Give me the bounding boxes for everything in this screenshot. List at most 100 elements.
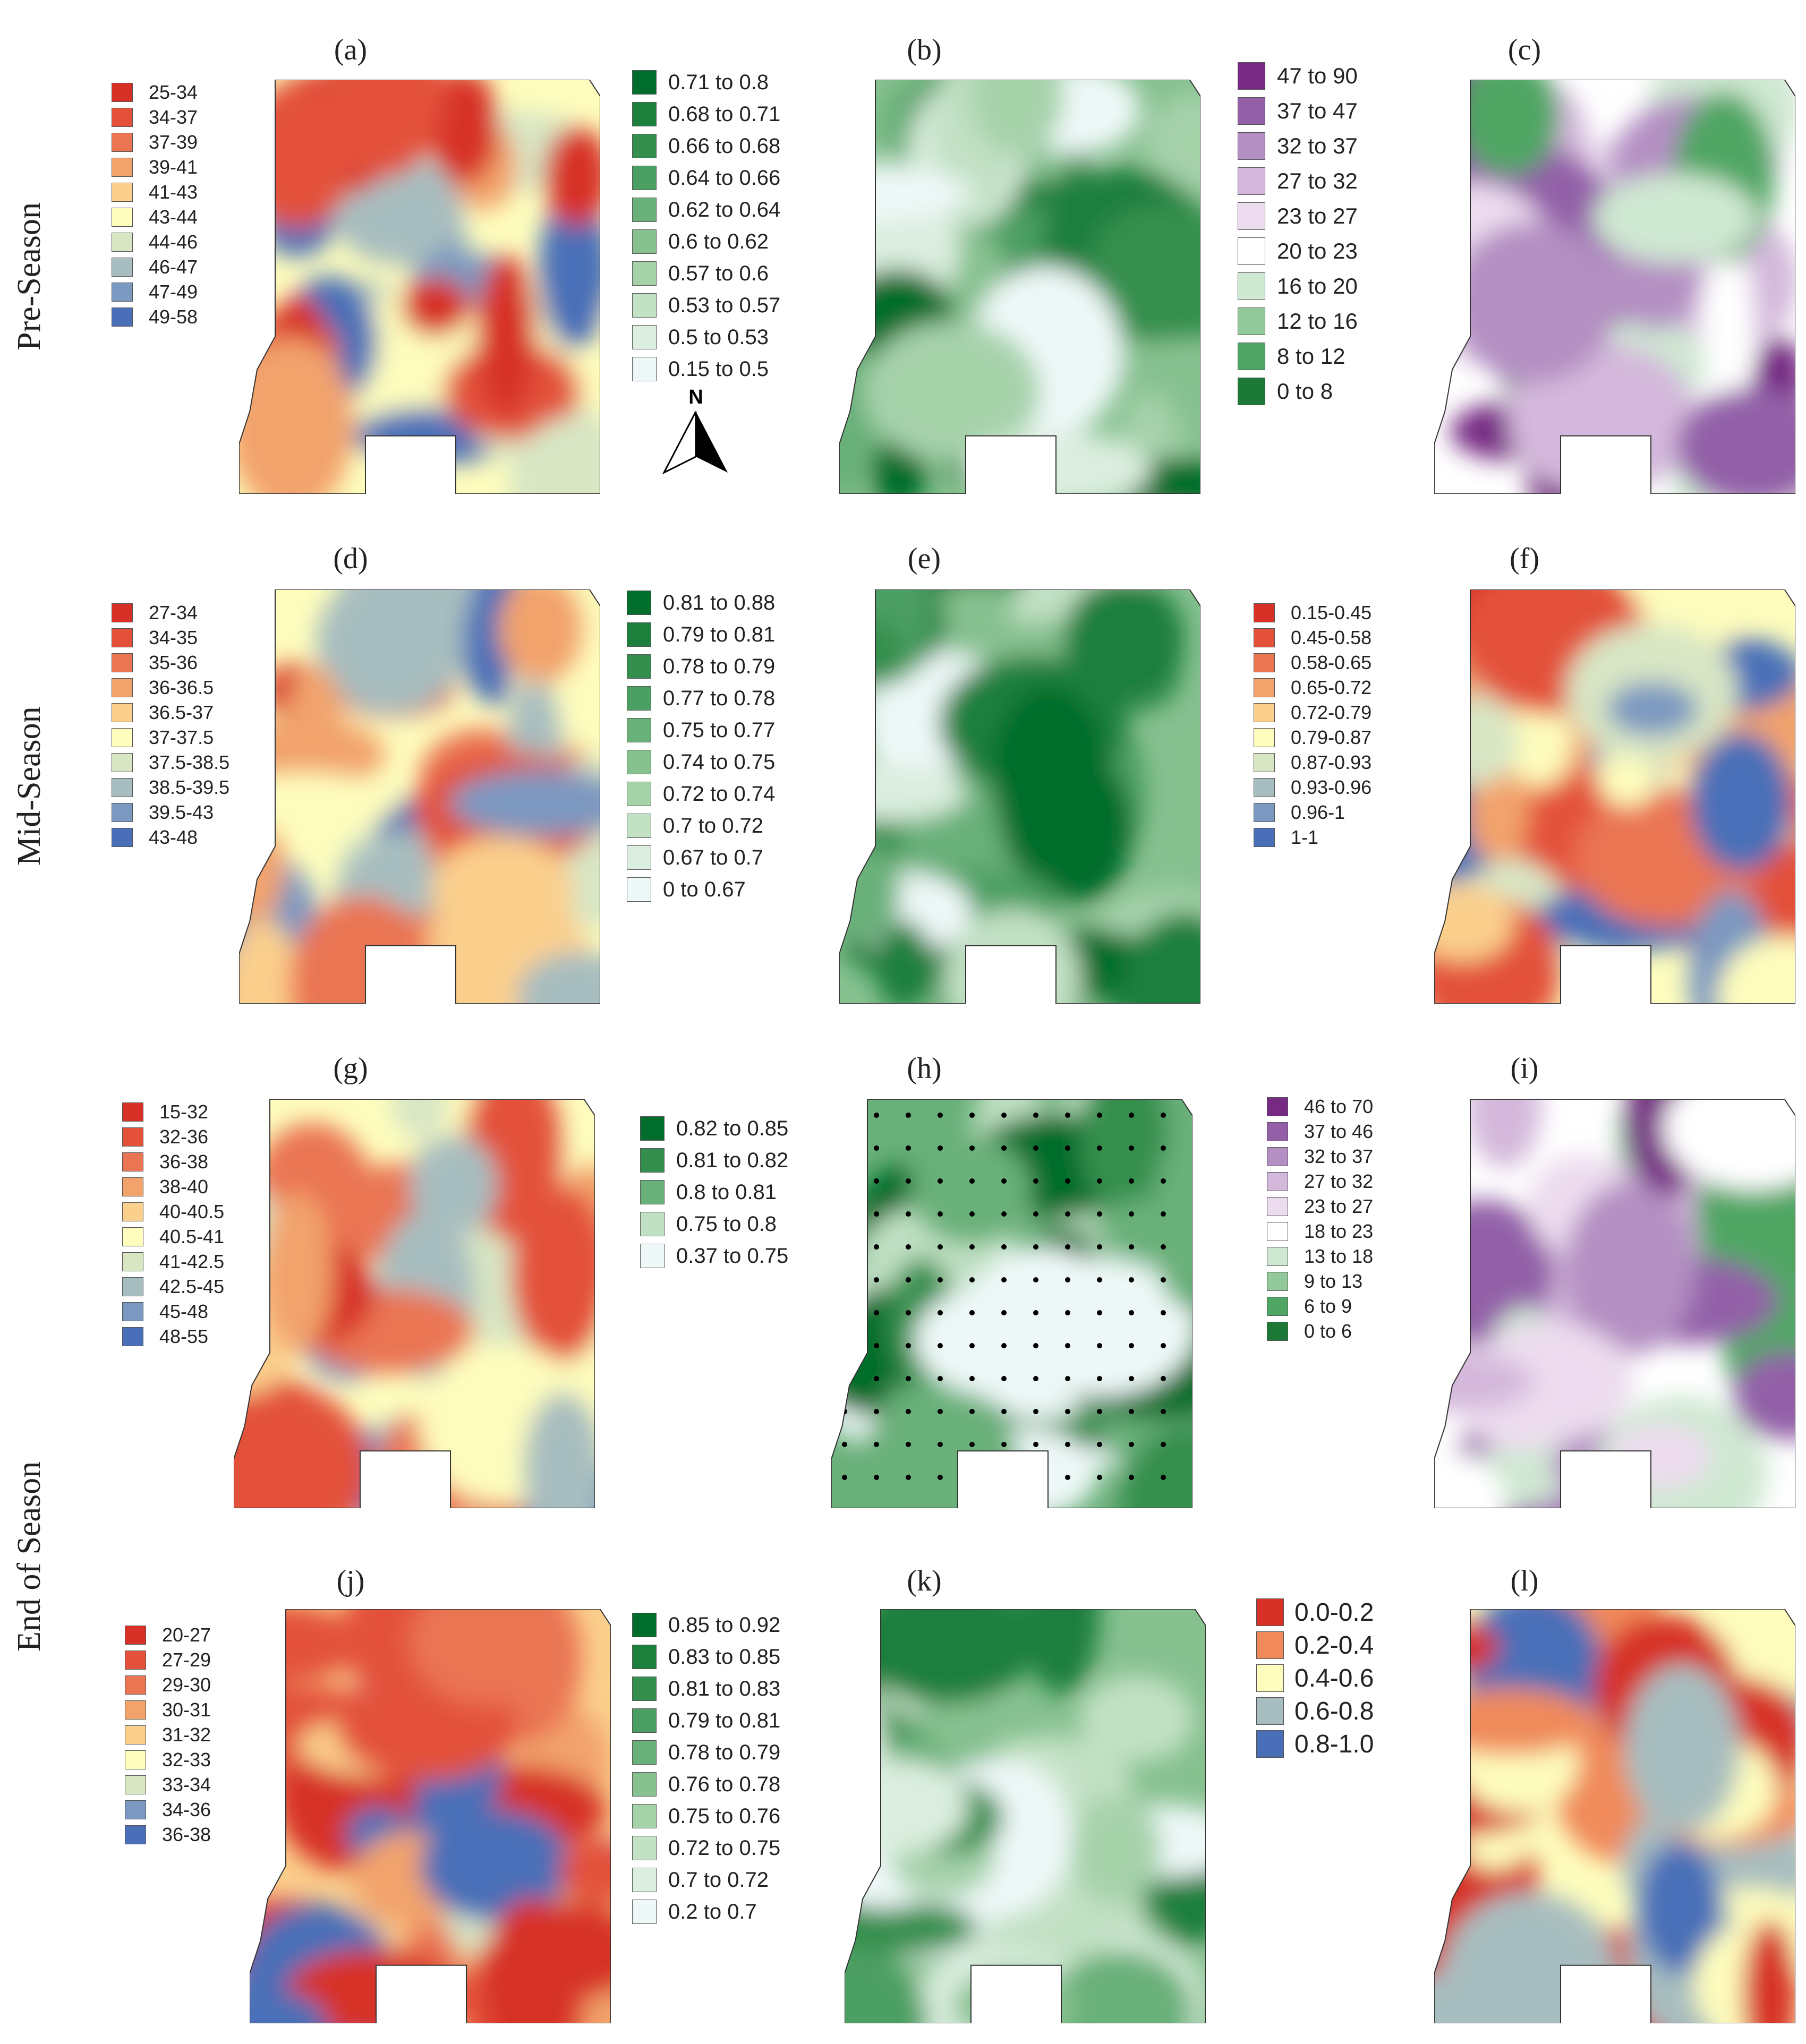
legend-j: 20-27 27-29 29-30 30-31 31-32 32-33 33-34 34-36…	[125, 1622, 211, 1847]
legend-item: 0.85 to 0.92	[632, 1609, 780, 1641]
legend-swatch	[627, 782, 651, 806]
legend-swatch	[1238, 237, 1265, 265]
legend-swatch	[112, 603, 133, 622]
legend-swatch	[1238, 272, 1265, 300]
legend-item: 48-55	[122, 1324, 224, 1349]
legend-swatch	[627, 877, 651, 902]
legend-item: 31-32	[125, 1722, 211, 1747]
legend-label: 37-37.5	[149, 726, 214, 748]
legend-item: 0.37 to 0.75	[640, 1240, 788, 1272]
row-label-pre-season: Pre-Season	[11, 202, 47, 350]
legend-swatch	[632, 166, 657, 190]
legend-swatch	[112, 307, 133, 327]
legend-label: 0.81 to 0.83	[668, 1677, 781, 1700]
legend-label: 0.65-0.72	[1291, 676, 1372, 698]
legend-item: 34-37	[112, 105, 198, 130]
legend-item: 0.57 to 0.6	[632, 258, 780, 289]
legend-item: 0.65-0.72	[1254, 675, 1371, 700]
legend-item: 15-32	[122, 1099, 224, 1124]
legend-item: 0.82 to 0.85	[640, 1113, 788, 1144]
legend-swatch	[632, 293, 657, 318]
panel-label-c: (c)	[1507, 33, 1541, 66]
panel-label-h: (h)	[907, 1052, 942, 1085]
legend-swatch	[125, 1725, 146, 1744]
legend-label: 0.6 to 0.62	[668, 229, 769, 253]
legend-label: 37 to 47	[1277, 98, 1358, 123]
legend-swatch	[112, 653, 133, 672]
legend-label: 0.83 to 0.85	[668, 1645, 781, 1669]
legend-label: 0 to 0.67	[663, 877, 746, 901]
legend-label: 38.5-39.5	[149, 776, 230, 798]
legend-item: 0.76 to 0.78	[632, 1768, 780, 1800]
legend-swatch	[632, 102, 657, 126]
legend-swatch	[112, 752, 133, 772]
legend-label: 9 to 13	[1304, 1270, 1363, 1292]
legend-item: 0.81 to 0.88	[627, 587, 775, 619]
field-map-g	[234, 1099, 595, 1508]
legend-label: 0 to 6	[1304, 1320, 1352, 1342]
legend-item: 0.8 to 0.81	[640, 1176, 788, 1208]
legend-label: 47-49	[149, 280, 198, 303]
legend-item: 0.7 to 0.72	[627, 810, 775, 842]
legend-label: 48-55	[159, 1325, 209, 1347]
legend-item: 34-35	[112, 625, 229, 650]
legend-item: 38.5-39.5	[112, 775, 229, 800]
legend-item: 0.2 to 0.7	[632, 1896, 780, 1928]
legend-label: 0.62 to 0.64	[668, 198, 781, 221]
legend-item: 20 to 23	[1238, 234, 1358, 269]
legend-item: 42.5-45	[122, 1274, 224, 1299]
legend-label: 43-48	[149, 826, 198, 848]
legend-label: 0.37 to 0.75	[676, 1244, 789, 1268]
legend-label: 0.85 to 0.92	[668, 1613, 781, 1637]
legend-label: 0.6-0.8	[1294, 1697, 1374, 1725]
legend-swatch	[122, 1177, 143, 1196]
legend-label: 0.53 to 0.57	[668, 293, 781, 317]
legend-label: 23 to 27	[1277, 203, 1358, 228]
legend-label: 27-34	[149, 601, 198, 623]
legend-item: 0.75 to 0.8	[640, 1208, 788, 1240]
legend-item: 0.75 to 0.76	[632, 1800, 780, 1832]
legend-label: 0.57 to 0.6	[668, 261, 769, 285]
legend-swatch	[1254, 802, 1275, 822]
legend-item: 36-36.5	[112, 675, 229, 700]
legend-item: 0.79 to 0.81	[632, 1705, 780, 1737]
legend-item: 0.72 to 0.74	[627, 778, 775, 810]
legend-label: 33-34	[162, 1773, 211, 1795]
legend-i: 46 to 70 37 to 46 32 to 37 27 to 32 23 to 27…	[1267, 1094, 1373, 1344]
legend-item: 40-40.5	[122, 1199, 224, 1224]
legend-swatch	[640, 1180, 665, 1204]
legend-label: 36-38	[162, 1823, 211, 1845]
legend-swatch	[112, 282, 133, 302]
legend-item: 0.67 to 0.7	[627, 842, 775, 874]
legend-item: 0.58-0.65	[1254, 650, 1371, 675]
legend-label: 41-43	[149, 181, 198, 203]
legend-swatch	[125, 1675, 146, 1695]
legend-swatch	[627, 591, 651, 615]
legend-label: 36-38	[159, 1150, 209, 1173]
panel-label-d: (d)	[333, 542, 368, 575]
legend-label: 45-48	[159, 1300, 209, 1322]
legend-swatch	[112, 728, 133, 747]
legend-swatch	[112, 628, 133, 647]
legend-label: 46 to 70	[1304, 1095, 1374, 1117]
legend-swatch	[1267, 1321, 1288, 1341]
legend-swatch	[632, 70, 657, 95]
panel-label-f: (f)	[1510, 542, 1539, 575]
legend-swatch	[125, 1825, 146, 1844]
legend-item: 23 to 27	[1238, 199, 1358, 234]
legend-label: 6 to 9	[1304, 1295, 1352, 1317]
legend-swatch	[112, 777, 133, 797]
legend-item: 27 to 32	[1238, 164, 1358, 199]
legend-label: 0.78 to 0.79	[663, 654, 776, 678]
legend-item: 0.74 to 0.75	[627, 746, 775, 778]
legend-item: 0.75 to 0.77	[627, 714, 775, 746]
legend-swatch	[112, 827, 133, 847]
field-map-d	[239, 589, 600, 1004]
legend-swatch	[1256, 1697, 1284, 1725]
legend-swatch	[1254, 728, 1275, 747]
legend-item: 46 to 70	[1267, 1094, 1373, 1119]
legend-item: 0.83 to 0.85	[632, 1641, 780, 1673]
legend-item: 0.15-0.45	[1254, 600, 1371, 625]
legend-label: 0.74 to 0.75	[663, 750, 776, 774]
legend-label: 0.72 to 0.74	[663, 782, 776, 806]
